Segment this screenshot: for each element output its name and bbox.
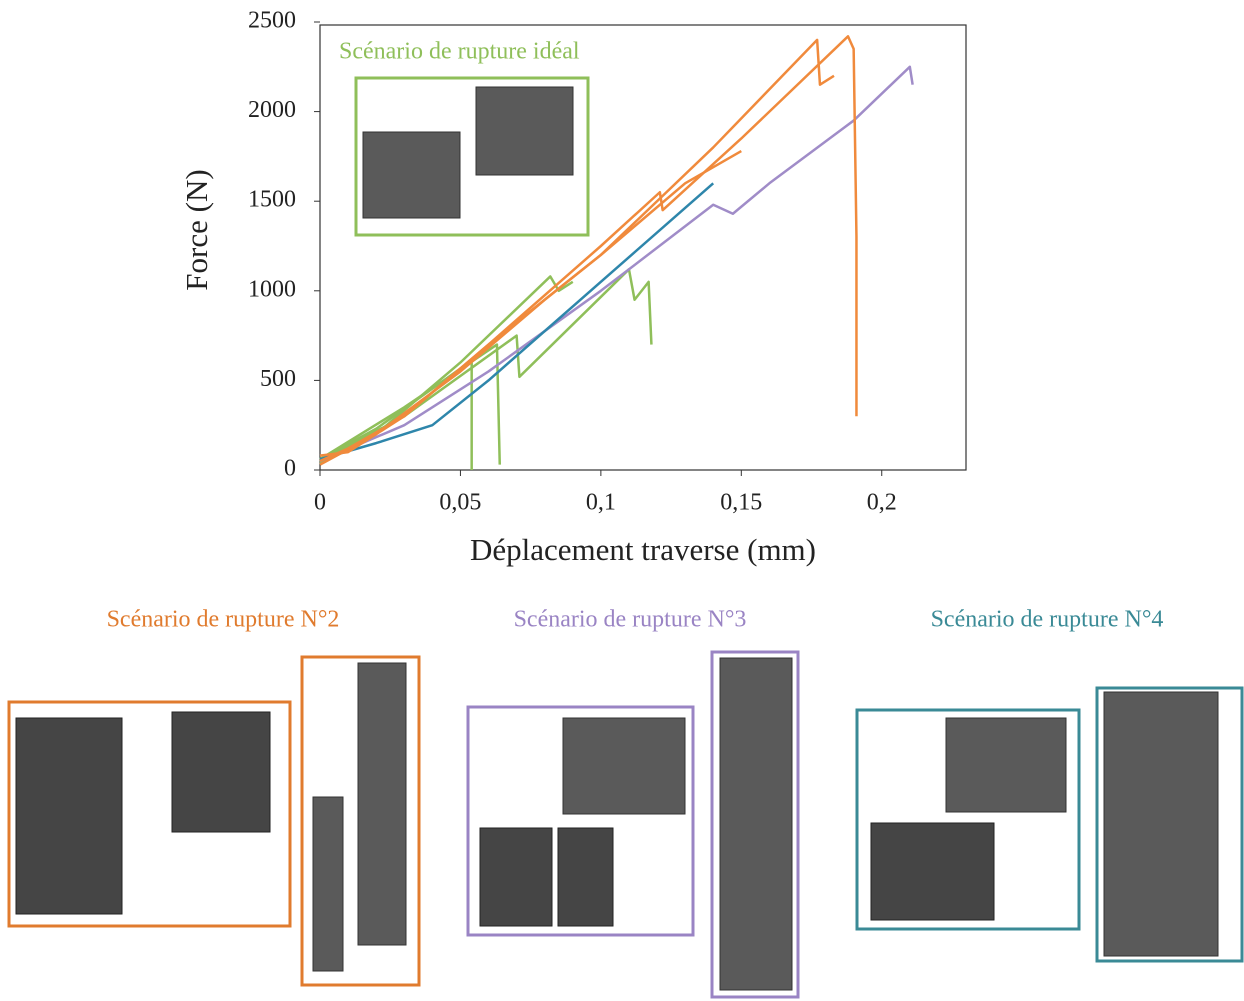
y-tick-label: 1000 (248, 276, 296, 302)
photo-sample (312, 796, 344, 972)
x-tick-label: 0 (314, 490, 326, 516)
y-tick-label: 0 (284, 456, 296, 482)
annotation: Scénario de rupture idéal (339, 39, 580, 65)
plot-frame (319, 24, 967, 471)
inset-photo (354, 76, 590, 237)
photo-sample (870, 822, 995, 921)
y-tick-label: 2000 (248, 97, 296, 123)
annotation: Scénario de rupture N°2 (107, 607, 340, 633)
photos-n2 (7, 655, 421, 987)
annotation: Scénario de rupture N°4 (931, 607, 1164, 633)
y-tick-label: 500 (260, 366, 296, 392)
x-tick-label: 0,15 (720, 490, 762, 516)
photo-sample (945, 717, 1067, 813)
data-line (319, 182, 715, 461)
photo-sample (171, 711, 271, 833)
photos-n3 (466, 650, 800, 999)
y-axis-title: Force (N) (179, 169, 214, 290)
photo-sample (719, 657, 793, 991)
photo-sample (562, 717, 686, 815)
photo-sample (475, 86, 574, 176)
annotation: Scénario de rupture N°3 (514, 607, 747, 633)
y-tick-label: 1500 (248, 187, 296, 213)
x-tick-label: 0,2 (867, 490, 897, 516)
data-line (319, 65, 914, 463)
photos-n4 (855, 686, 1244, 963)
data-line (319, 268, 653, 463)
photo-sample (479, 827, 553, 927)
x-axis-title: Déplacement traverse (mm) (470, 532, 816, 567)
photo-sample (1103, 691, 1219, 957)
data-line (319, 35, 858, 457)
x-tick-label: 0,1 (586, 490, 616, 516)
photo-sample (15, 717, 123, 915)
photo-sample (557, 827, 614, 927)
data-line (319, 38, 835, 463)
x-tick-label: 0,05 (439, 490, 481, 516)
photo-sample (362, 131, 461, 219)
y-tick-label: 2500 (248, 8, 296, 34)
photo-sample (357, 662, 407, 946)
